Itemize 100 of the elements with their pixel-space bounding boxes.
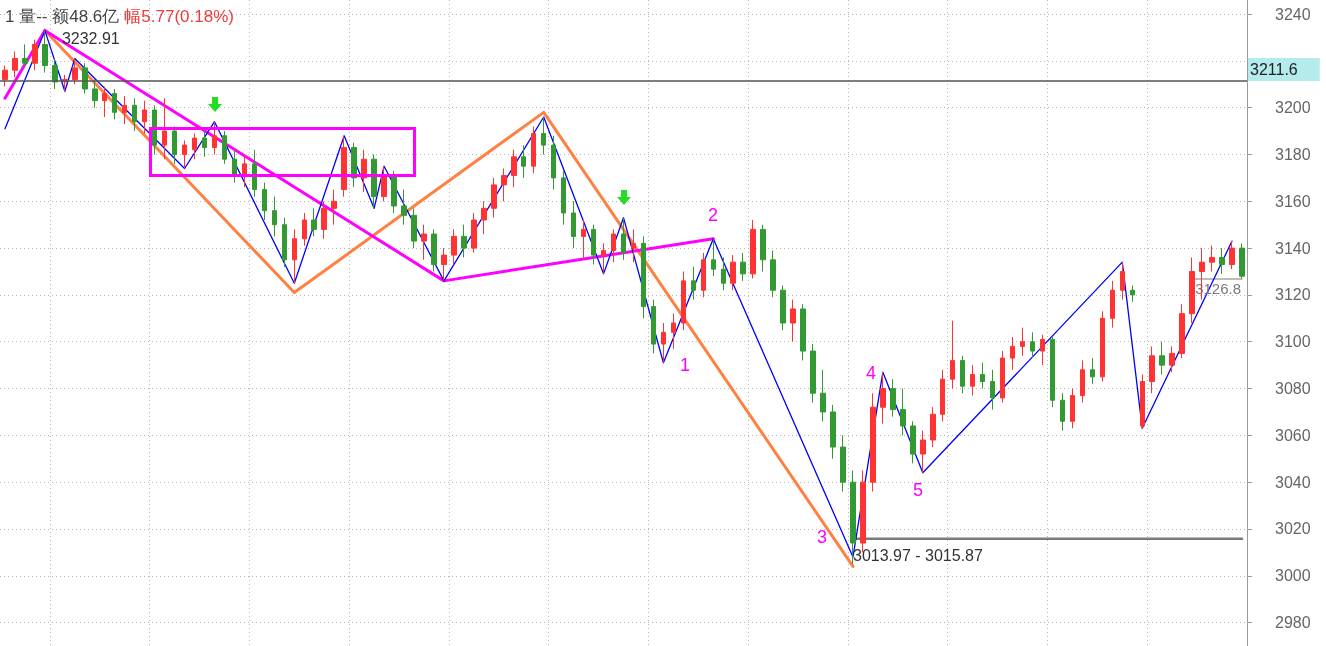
y-tick-label: 3180	[1275, 145, 1311, 163]
candlestick	[112, 88, 117, 120]
candlestick	[222, 130, 227, 165]
candlestick	[561, 170, 566, 226]
candlestick	[880, 371, 886, 425]
candlestick	[481, 200, 487, 235]
candlestick	[421, 224, 427, 261]
candlestick	[122, 95, 127, 125]
candlestick	[900, 388, 906, 436]
candlestick	[1040, 334, 1045, 366]
candlestick	[102, 86, 107, 118]
candlestick	[651, 299, 656, 354]
y-tick-label: 3060	[1275, 426, 1311, 444]
candlestick	[1209, 245, 1215, 273]
candlestick	[780, 285, 786, 331]
candlestick	[641, 235, 646, 319]
candlestick	[22, 43, 28, 69]
candlestick	[621, 217, 626, 261]
y-tick-label: 3120	[1275, 286, 1311, 304]
candlestick	[671, 313, 676, 350]
y-tick-label: 3240	[1275, 5, 1311, 23]
candlestick	[721, 256, 726, 291]
candlestick	[1020, 327, 1025, 357]
candlestick	[351, 142, 357, 188]
chart-title: 1 量-- 额48.6亿	[5, 6, 120, 26]
candlestick	[341, 135, 347, 198]
candlestick	[172, 125, 177, 165]
annotation: 3	[816, 527, 828, 547]
candlestick	[531, 125, 536, 174]
candlestick	[132, 97, 137, 132]
candlestick	[292, 228, 297, 284]
candlestick	[1140, 373, 1145, 429]
candlestick	[311, 207, 317, 237]
candlestick	[192, 132, 197, 160]
candlestick	[391, 170, 397, 214]
candlestick	[980, 362, 985, 390]
candlestick	[1010, 336, 1015, 371]
candlestick	[910, 420, 916, 464]
candlestick	[790, 299, 796, 343]
annotation: 4	[865, 363, 877, 383]
candlestick	[930, 406, 936, 448]
candlestick	[870, 392, 876, 493]
candlestick	[401, 189, 407, 226]
candlestick	[521, 144, 526, 179]
candlestick	[2, 65, 8, 88]
candlestick	[72, 58, 78, 85]
candlestick	[1239, 242, 1245, 280]
candlestick	[1149, 345, 1155, 394]
candlestick	[142, 100, 147, 134]
candlestick	[441, 247, 447, 282]
candlestick	[1070, 388, 1075, 429]
candlestick	[830, 404, 836, 460]
candlestick	[272, 196, 277, 237]
candlestick	[820, 369, 826, 422]
candlestick	[152, 104, 157, 155]
data-label: 3232.91	[61, 30, 120, 48]
y-tick-label: 3020	[1275, 520, 1311, 538]
candlestick	[551, 135, 556, 191]
candlestick	[202, 130, 207, 158]
candlestick	[1189, 256, 1195, 324]
candlestick	[321, 200, 327, 240]
candlestick	[840, 434, 846, 493]
candlestick	[1060, 392, 1065, 432]
candlestick	[491, 177, 497, 219]
candlestick	[681, 271, 686, 331]
candlestick	[740, 252, 746, 282]
candlestick	[232, 149, 237, 184]
candlestick	[82, 62, 88, 95]
candlestick	[770, 249, 776, 298]
candlestick	[212, 121, 217, 155]
candlestick	[711, 238, 716, 277]
candlestick	[501, 168, 507, 202]
candlestick	[970, 364, 975, 397]
candlestick	[1030, 331, 1035, 359]
candlestick	[940, 369, 945, 422]
candlestick	[701, 252, 706, 298]
candlestick	[950, 320, 955, 390]
candlestick	[1229, 240, 1235, 270]
candlestick	[282, 217, 287, 268]
candlestick	[990, 369, 995, 411]
candlestick	[12, 50, 18, 78]
candlestick	[1219, 247, 1225, 275]
candlestick	[461, 224, 467, 258]
y-tick-label: 2980	[1275, 614, 1311, 632]
y-tick-label: 3000	[1275, 567, 1311, 585]
candlestick	[541, 116, 546, 155]
candlestick	[800, 303, 806, 361]
candlestick	[162, 97, 167, 160]
annotation: 1	[679, 355, 691, 375]
candlestick	[431, 228, 437, 273]
y-tick-label: 3160	[1275, 192, 1311, 210]
candlestick	[1050, 336, 1055, 408]
annotation: 3013.97 - 3015.87	[853, 547, 983, 565]
candlestick	[92, 79, 98, 109]
candlestick	[302, 212, 307, 247]
candlestick	[890, 378, 896, 418]
candlestick	[381, 165, 387, 202]
candlestick	[1130, 285, 1135, 303]
candlestick	[750, 219, 756, 280]
candlestick	[262, 182, 267, 221]
